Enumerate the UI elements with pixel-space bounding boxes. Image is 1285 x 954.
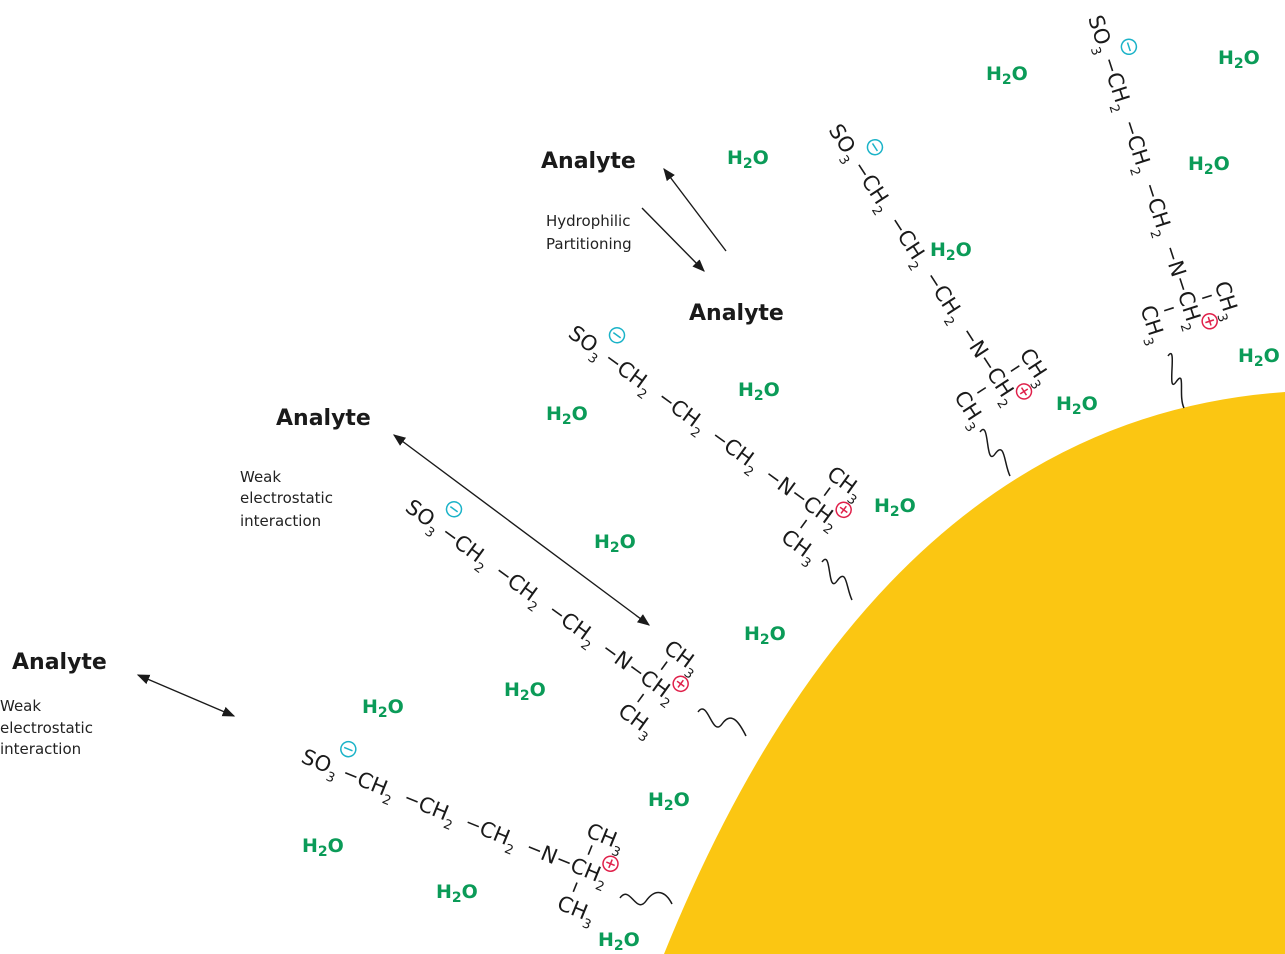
svg-text:electrostatic: electrostatic [240,489,333,507]
quaternary-nitrogen: N [773,472,800,501]
water-molecule: H2O [744,623,786,648]
minus-circle-icon [608,326,626,344]
quaternary-nitrogen: N [1163,258,1191,280]
water-molecule: H2O [727,147,769,172]
methyl-group: CH3 [610,699,659,746]
wavy-line-icon [619,891,673,906]
minus-circle-icon [1120,38,1138,56]
water-molecule: H2O [594,531,636,556]
plus-circle-icon [1015,383,1033,400]
water-molecule: H2O [1238,345,1280,370]
methyl-group: CH3 [1130,302,1171,348]
water-molecule: H2O [648,789,690,814]
wavy-line-icon [1167,352,1185,409]
water-molecule: H2O [1056,393,1098,418]
quaternary-nitrogen: N [964,336,993,362]
methylene-group: CH2 [1096,69,1137,115]
sulfonate-group: SO3 [1078,12,1118,58]
sulfonate-group: SO3 [398,495,446,542]
svg-text:Partitioning: Partitioning [546,235,632,253]
methylene-group: CH2 [474,816,521,858]
minus-circle-icon [340,740,357,758]
sulfonate-group: SO3 [296,744,343,786]
plus-circle-icon [602,855,619,872]
analyte-label: Analyte [541,149,636,174]
water-molecule: H2O [302,835,344,860]
analyte-label: Analyte [12,650,107,675]
plus-circle-icon [835,501,852,519]
stationary-phase-particle [664,392,1285,954]
methyl-group: CH3 [552,891,599,933]
wavy-line-icon [821,558,853,601]
methyl-group: CH3 [773,525,822,572]
svg-text:interaction: interaction [0,740,81,758]
methylene-group: CH2 [1137,195,1178,241]
water-molecule: H2O [546,403,588,428]
svg-text:interaction: interaction [240,512,321,530]
linker-layer [619,352,1185,906]
quaternary-nitrogen: N [610,646,637,675]
analyte-label: Analyte [276,406,371,431]
water-molecule: H2O [1218,47,1260,72]
water-layer: H2O H2O H2O H2O H2O H2O H2O H2O H2O H2O H2O H2O H2O H… [302,47,1280,954]
double-headed-arrow-icon [136,674,236,717]
hydrophilic-partitioning-label: Hydrophilic Partitioning [546,212,632,253]
methylene-group: CH2 [352,767,399,809]
plus-circle-icon [672,675,689,693]
minus-circle-icon [866,138,884,156]
methylene-group: CH2 [851,170,897,219]
plus-circle-icon [1201,312,1218,330]
svg-text:Hydrophilic: Hydrophilic [546,212,630,230]
sulfonate-group: SO3 [561,321,609,368]
analyte-label: Analyte [689,301,784,326]
water-molecule: H2O [986,63,1028,88]
quaternary-nitrogen: N [537,841,561,869]
methylene-group: CH2 [887,225,933,274]
water-molecule: H2O [930,239,972,264]
wavy-line-icon [697,708,747,737]
water-molecule: H2O [738,379,780,404]
equilibrium-arrows-icon [641,167,727,272]
water-molecule: H2O [874,495,916,520]
methylene-group: CH2 [923,281,969,330]
svg-text:Weak: Weak [240,468,281,486]
weak-electrostatic-label: Weak electrostatic interaction [240,468,333,530]
methylene-group: CH2 [1167,288,1208,334]
water-molecule: H2O [436,881,478,906]
svg-text:electrostatic: electrostatic [0,719,93,737]
methylene-group: CH2 [977,363,1023,412]
water-molecule: H2O [598,929,640,954]
sulfonate-group: SO3 [819,120,865,168]
water-molecule: H2O [1188,153,1230,178]
weak-electrostatic-label: Weak electrostatic interaction [0,697,93,758]
svg-text:Weak: Weak [0,697,41,715]
double-headed-arrow-icon [392,434,651,626]
methyl-group: CH3 [1204,278,1245,324]
methylene-group: CH2 [413,792,460,834]
wavy-line-icon [979,428,1011,477]
water-molecule: H2O [362,696,404,721]
water-molecule: H2O [504,679,546,704]
methylene-group: CH2 [1116,132,1157,178]
methyl-group: CH3 [944,386,990,435]
minus-circle-icon [445,500,463,518]
